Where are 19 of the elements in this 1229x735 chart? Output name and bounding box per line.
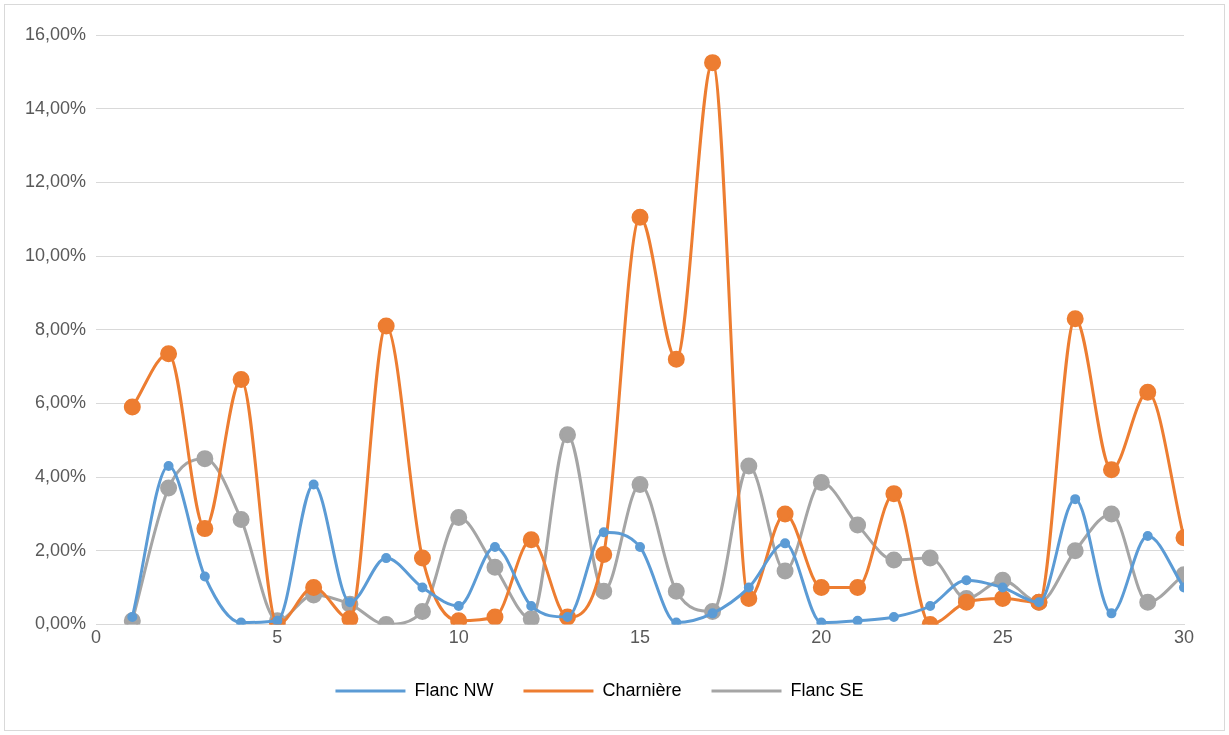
x-tick-label: 25 (992, 627, 1013, 648)
y-tick-label: 6,00% (35, 392, 87, 413)
legend-label: Flanc NW (414, 679, 494, 700)
x-tick-label: 5 (272, 627, 283, 648)
y-tick-label: 4,00% (35, 466, 87, 487)
y-tick-label: 14,00% (24, 97, 87, 118)
y-tick-label: 0,00% (35, 613, 87, 634)
x-tick-label: 0 (91, 627, 102, 648)
x-tick-label: 30 (1173, 627, 1195, 648)
y-tick-label: 16,00% (24, 23, 87, 44)
y-tick-label: 2,00% (35, 539, 87, 560)
x-tick-label: 10 (448, 627, 469, 648)
y-tick-label: 8,00% (35, 318, 87, 339)
legend-label: Charnière (602, 679, 682, 700)
y-tick-label: 10,00% (24, 244, 87, 265)
legend-label: Flanc SE (790, 679, 864, 700)
x-tick-label: 15 (630, 627, 651, 648)
y-tick-label: 12,00% (24, 171, 87, 192)
x-tick-label: 20 (811, 627, 832, 648)
